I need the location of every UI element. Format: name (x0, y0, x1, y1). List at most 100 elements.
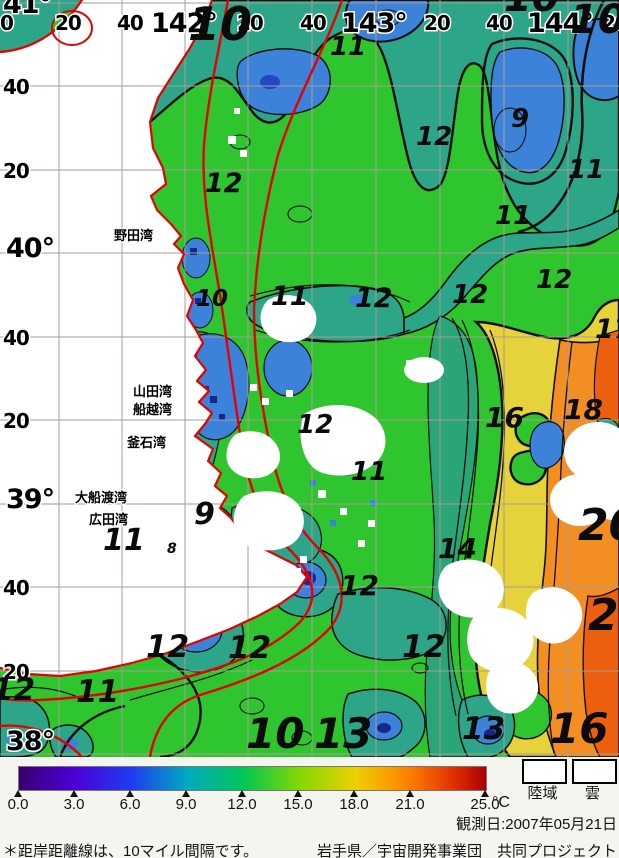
cloud-speck (352, 462, 359, 469)
isotherm-label: 8 (167, 541, 177, 557)
lon-label: 40 (117, 11, 143, 35)
isotherm-label: 12 (536, 265, 572, 295)
bold-contour-bl-2 (58, 704, 126, 757)
lon-label: 20 (602, 11, 619, 35)
navy-speck (190, 248, 197, 255)
isotherm-label: 10 (188, 0, 252, 51)
navy-core-b4 (484, 729, 496, 739)
bay-label-hirota: 広田湾 (89, 512, 128, 528)
blue-blob-9deg (490, 47, 565, 174)
thin-ring (411, 662, 429, 674)
isotherm-label: 12 (416, 122, 452, 152)
isotherm-label: 11 (351, 457, 387, 487)
observation-date: 観測日:2007年05月21日 (456, 816, 617, 833)
colorbar-tick-label: 9.0 (175, 796, 197, 813)
bold-ring-9 (480, 37, 574, 185)
isotherm-label: 12 (0, 672, 35, 708)
colorbar-unit: °C (492, 794, 510, 811)
coast-blue-1 (181, 237, 211, 279)
isotherm-label: 11 (271, 281, 309, 312)
cloud (260, 295, 317, 343)
isotherm-label: 9 (511, 104, 529, 134)
lon-label: 20 (424, 11, 450, 35)
distance-line-20mi (148, 0, 344, 757)
navy-speck (210, 396, 217, 403)
cloud (300, 405, 386, 476)
lat-label: 39° (6, 484, 54, 515)
cloud-speck (234, 108, 240, 114)
isotherm-label: 12 (355, 283, 393, 314)
isotherm-label: 10 (246, 709, 304, 757)
isotherm-label: 16 (485, 401, 524, 434)
thin-contour (447, 317, 470, 717)
blue-band-core (349, 294, 367, 306)
navy-speck (219, 414, 225, 420)
land (0, 0, 307, 676)
coastline (0, 0, 309, 678)
navy-core-b3 (377, 723, 391, 733)
cloud-speck (228, 136, 236, 144)
blue-corner-3 (62, 738, 78, 750)
distance-line-30mi (0, 724, 84, 757)
colorbar-tick-label: 18.0 (339, 796, 369, 813)
bay-label-kamaishi: 釜石湾 (126, 435, 166, 451)
isotherm-label: 10 (504, 0, 560, 21)
cloud-speck (240, 150, 247, 157)
isotherm-label: 11 (103, 523, 145, 558)
cloud-speck (296, 568, 301, 573)
colorbar-tick (238, 790, 246, 797)
blue-left-of-cloud (529, 421, 565, 469)
coordinate-labels: 41° 40 20 40° 40 20 39° 40 20 38° 0 20 4… (0, 0, 619, 757)
lon-label: 20 (55, 11, 81, 35)
cloud-speck (300, 556, 307, 563)
cloud-speck (358, 540, 365, 547)
colorbar-tick (294, 790, 302, 797)
colorbar-tick (14, 790, 22, 797)
blue-corner-2 (28, 741, 40, 751)
bay-label-funakoshi: 船越湾 (133, 402, 172, 418)
isotherm-label: 12 (205, 168, 243, 199)
thin-contour (547, 341, 573, 755)
isotherm-label: 13 (462, 711, 505, 747)
lat-label: 20 (3, 660, 29, 684)
lat-label: 20 (3, 409, 29, 433)
lat-label: 38° (6, 726, 54, 757)
colorbar-tick (350, 790, 358, 797)
blue-speck (370, 500, 376, 506)
cloud-speck (186, 622, 192, 628)
cloud (467, 607, 534, 672)
isotherm-label: 12 (340, 569, 379, 602)
isotherm-label: 12 (228, 630, 271, 666)
cloud (486, 661, 539, 714)
lon-label: 143° (341, 8, 407, 39)
colorbar-tick-label: 21.0 (395, 796, 425, 813)
lat-label: 20 (3, 159, 29, 183)
map-area: 41° 40 20 40° 40 20 39° 40 20 38° 0 20 4… (0, 0, 619, 757)
blue-yamada-offshore (263, 339, 313, 397)
cloud-speck (286, 390, 293, 397)
colorbar-gradient (18, 766, 487, 791)
bay-label-noda: 野田湾 (114, 228, 153, 244)
colorbar-tick-label: 25.0 (470, 796, 500, 813)
bold-contour-144 (517, 0, 606, 234)
isotherm-label: 12 (402, 629, 445, 665)
thin-contour (458, 319, 480, 715)
blue-corner-1 (6, 731, 22, 745)
isotherm-label: 20 (588, 590, 619, 641)
cloud-speck (368, 520, 375, 527)
lon-label: 40 (486, 11, 512, 35)
isotherm-label: 17 (595, 314, 619, 345)
teal-bottom-3 (331, 587, 447, 661)
cloud-areas (186, 108, 619, 714)
lon-label: 20 (237, 11, 263, 35)
isotherm-label: 9 (194, 497, 215, 532)
lat-label: 40 (3, 75, 29, 99)
cloud-speck (330, 446, 338, 454)
cloud (226, 431, 281, 479)
lon-label: 40 (300, 11, 326, 35)
cloud-speck (250, 384, 257, 391)
cloud (525, 587, 583, 644)
isotherm-label: 12 (452, 280, 488, 310)
project-credit: 岩手県／宇宙開発事業団 共同プロジェクト (316, 843, 617, 858)
